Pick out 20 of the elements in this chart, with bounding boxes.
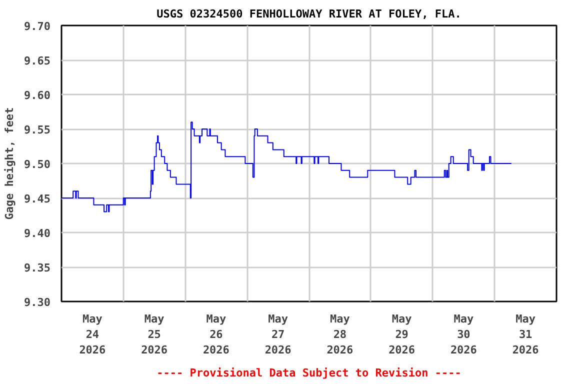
y-tick-label: 9.60: [24, 89, 51, 102]
x-tick-label: May 24 2026: [79, 312, 106, 357]
y-axis-title: Gage height, feet: [3, 107, 16, 220]
y-tick-label: 9.50: [24, 158, 51, 171]
y-tick-label: 9.55: [24, 124, 51, 136]
text: ---- Provisional Data Subject to Revision ----: [156, 366, 462, 380]
x-tick-label: May 27 2026: [264, 312, 292, 357]
y-tick-label: 9.65: [24, 54, 51, 68]
y-tick-label: 9.40: [24, 227, 51, 240]
x-tick-label: May 31 2026: [512, 312, 540, 357]
y-tick-label: 9.35: [24, 262, 51, 274]
chart-title: USGS 02324500 FENHOLLOWAY RIVER AT FOLEY, FLA.: [156, 8, 462, 20]
y-tick-label: 9.30: [24, 296, 51, 309]
x-tick-label: May 25 2026: [141, 312, 168, 357]
x-tick-label: May 28 2026: [326, 312, 354, 357]
x-tick-label: May 26 2026: [202, 312, 230, 357]
y-tick-label: 9.45: [24, 192, 51, 206]
x-tick-label: May 30 2026: [450, 312, 478, 357]
x-tick-label: May 29 2026: [388, 312, 416, 357]
y-tick-label: 9.70: [24, 20, 51, 33]
